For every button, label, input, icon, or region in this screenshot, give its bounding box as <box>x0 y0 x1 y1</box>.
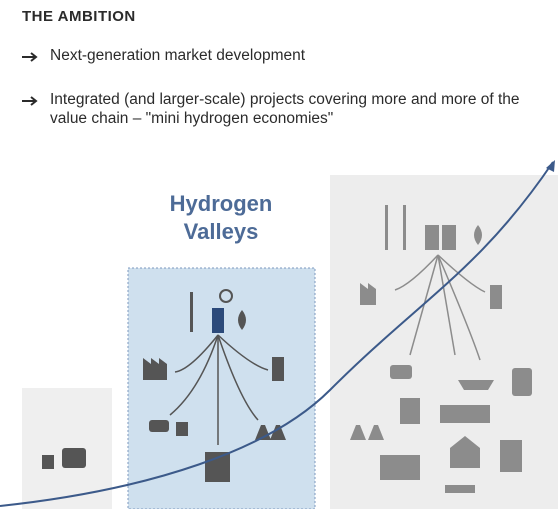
bullet-arrow <box>22 96 38 106</box>
title: THE AMBITION <box>22 8 136 25</box>
bullet-arrow <box>22 52 38 62</box>
large-arrows <box>394 254 486 361</box>
curve-head <box>546 160 555 172</box>
large-icons <box>350 205 532 493</box>
bullet: Integrated (and larger-scale) projects c… <box>50 91 520 127</box>
bullet: Next-generation market development <box>50 47 306 64</box>
valley-arrows <box>169 334 269 445</box>
small-icons <box>42 448 86 469</box>
stage-label: Hydrogen Valleys <box>169 191 273 244</box>
valley-icons <box>143 289 286 482</box>
growth-curve <box>0 161 554 507</box>
